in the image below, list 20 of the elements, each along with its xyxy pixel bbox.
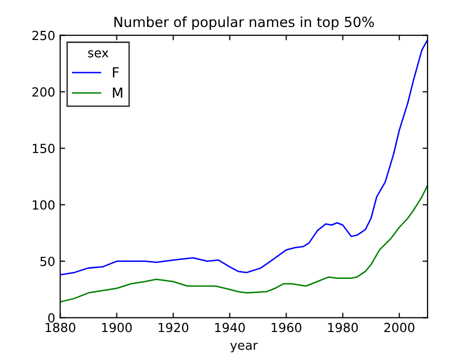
y-tick-label: 100: [32, 200, 55, 210]
line-series: [60, 184, 428, 303]
x-tick-label: 1880: [46, 322, 76, 332]
y-tick-label: 150: [32, 144, 55, 154]
x-tick-label: 1900: [102, 322, 132, 332]
y-tick-label: 250: [32, 30, 55, 40]
x-tick-label: 1960: [272, 322, 302, 332]
legend-title: sex: [88, 50, 108, 58]
x-tick-label: 1920: [158, 322, 188, 332]
legend-label: F: [112, 67, 119, 78]
x-tick-label: 1940: [215, 322, 245, 332]
x-axis-title: year: [230, 342, 258, 352]
x-tick-label: 1980: [328, 322, 358, 332]
y-tick-label: 0: [48, 313, 55, 323]
x-tick-label: 2000: [384, 322, 414, 332]
y-tick-label: 50: [40, 256, 55, 266]
chart-title: Number of popular names in top 50%: [114, 16, 374, 30]
y-tick-label: 200: [32, 87, 55, 97]
line-series: [60, 39, 428, 276]
legend-label: M: [112, 88, 122, 98]
